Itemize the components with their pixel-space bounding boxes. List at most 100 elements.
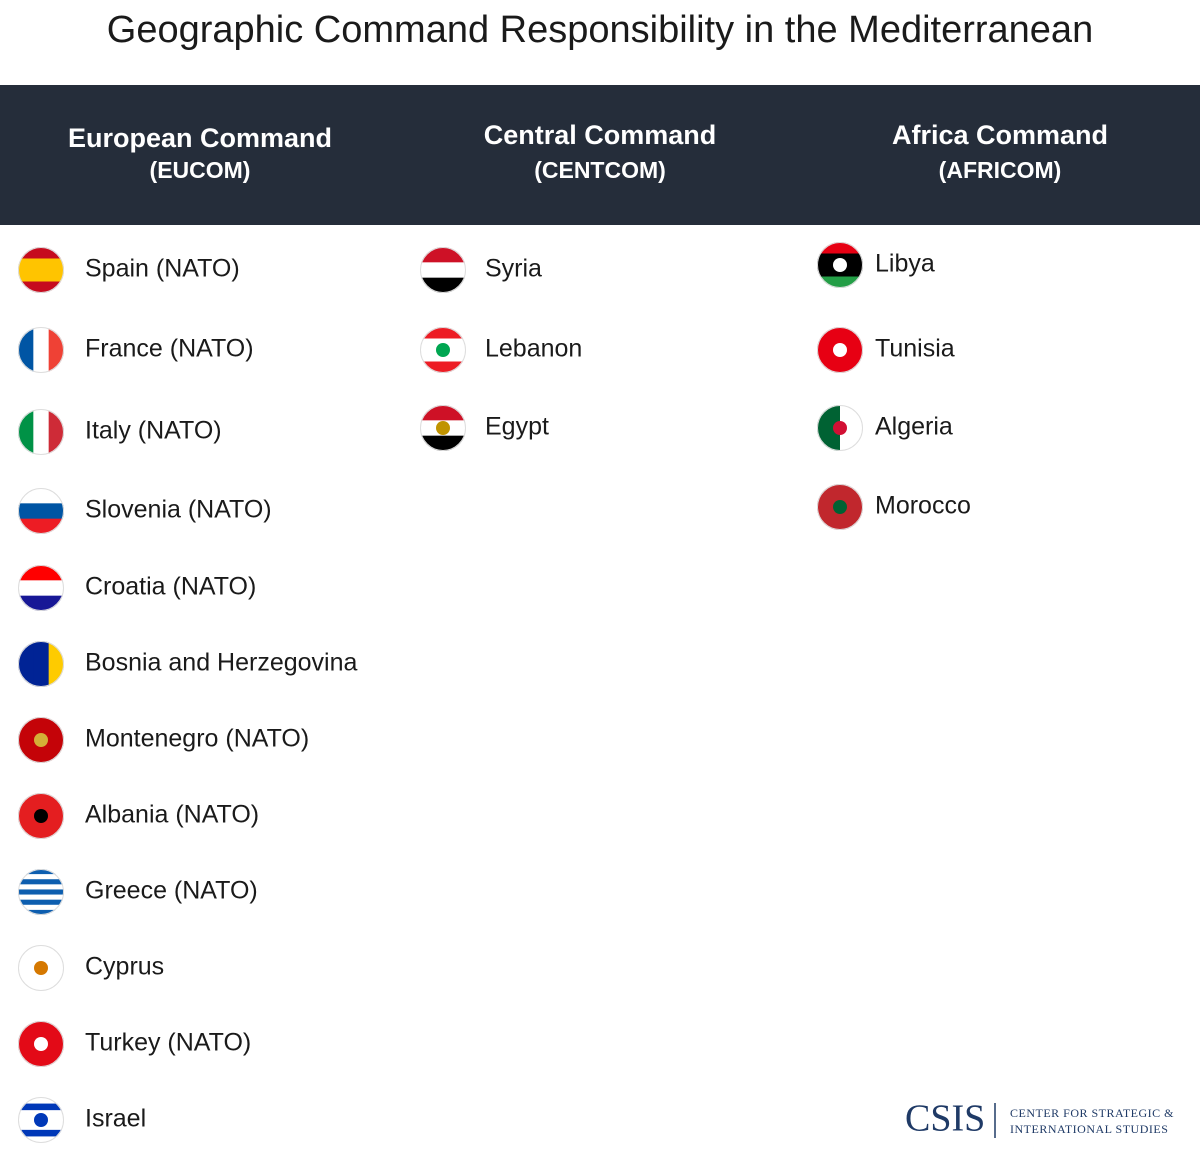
flag-stripe: [817, 405, 841, 451]
flag-stripe: [420, 262, 466, 279]
flag-border: [817, 484, 863, 530]
country-name: Morocco: [875, 492, 971, 520]
country-name: Libya: [875, 250, 935, 278]
flag-border: [817, 327, 863, 373]
flag-stripe: [18, 889, 64, 896]
country-name: France (NATO): [85, 335, 254, 363]
flag-border: [18, 1021, 64, 1067]
header-band: [0, 85, 1200, 225]
flag-border: [817, 242, 863, 288]
flag-emblem: [34, 961, 48, 975]
flag-stripe: [817, 276, 863, 288]
country-name: Lebanon: [485, 335, 582, 363]
country-name: Egypt: [485, 413, 549, 441]
flag-stripe: [18, 884, 64, 890]
flag-border: [18, 409, 64, 455]
flag: [18, 1097, 64, 1143]
country-name: Spain (NATO): [85, 255, 240, 283]
flag-stripe: [18, 894, 64, 901]
flag-border: [420, 327, 466, 373]
flag-emblem: [833, 421, 847, 435]
flag: [817, 484, 863, 530]
flag-stripe: [18, 1097, 64, 1105]
flag-emblem: [833, 500, 847, 514]
flag-border: [18, 641, 64, 687]
flag-stripe: [420, 327, 466, 339]
country-name: Slovenia (NATO): [85, 496, 272, 524]
flag-stripe: [18, 909, 64, 915]
flag-stripe: [18, 281, 64, 293]
flag-emblem: [833, 258, 847, 272]
flag-border: [18, 1097, 64, 1143]
column-abbreviation: (EUCOM): [150, 157, 251, 183]
flag-stripe: [18, 580, 64, 597]
flag-stripe: [33, 327, 50, 373]
flag-border: [18, 717, 64, 763]
country-name: Montenegro (NATO): [85, 725, 309, 753]
column-abbreviation: (AFRICOM): [939, 157, 1062, 183]
flag-emblem: [34, 733, 48, 747]
flag: [420, 327, 466, 373]
country-name: Bosnia and Herzegovina: [85, 649, 357, 677]
flag-stripe: [18, 503, 64, 520]
country-name: Greece (NATO): [85, 877, 258, 905]
country-name: Italy (NATO): [85, 417, 222, 445]
flag-border: [420, 247, 466, 293]
flag-emblem: [833, 343, 847, 357]
flag-border: [817, 405, 863, 451]
flag-border: [18, 327, 64, 373]
flag-border: [420, 405, 466, 451]
country-name: Albania (NATO): [85, 801, 259, 829]
title: Geographic Command Responsibility in the…: [107, 9, 1093, 51]
flag-border: [18, 247, 64, 293]
column-heading: Africa Command: [892, 120, 1108, 150]
flag-emblem: [436, 343, 450, 357]
flag-stripe: [420, 361, 466, 373]
country-name: Israel: [85, 1105, 146, 1133]
flag: [817, 327, 863, 373]
column-abbreviation: (CENTCOM): [534, 157, 666, 183]
logo: CSIS: [905, 1098, 985, 1140]
flag-stripe: [18, 904, 64, 911]
country-name: Cyprus: [85, 953, 164, 981]
flag-border: [18, 869, 64, 915]
flag: [817, 405, 863, 451]
flag: [18, 247, 64, 293]
flag-border: [18, 793, 64, 839]
country-name: Turkey (NATO): [85, 1029, 251, 1057]
flag-stripe: [18, 869, 64, 875]
flag-emblem: [436, 421, 450, 435]
flag-stripe: [18, 1129, 64, 1137]
flag-stripe: [18, 258, 64, 271]
flag-emblem: [34, 809, 48, 823]
country-name: Croatia (NATO): [85, 573, 256, 601]
flag-stripe: [817, 242, 863, 254]
country-name: Syria: [485, 255, 542, 283]
flag-stripe: [18, 879, 64, 885]
country-name: Algeria: [875, 413, 953, 441]
flag: [18, 793, 64, 839]
flag-stripe: [840, 405, 863, 451]
flag-emblem: [34, 1037, 48, 1051]
flag-stripe: [18, 899, 64, 906]
flag-stripe: [33, 409, 50, 455]
flag-stripe: [18, 874, 64, 880]
flag-emblem: [34, 1113, 48, 1127]
flag-border: [18, 945, 64, 991]
flag-border: [18, 565, 64, 611]
flag: [18, 717, 64, 763]
flag: [18, 1021, 64, 1067]
flag: [18, 945, 64, 991]
country-name: Tunisia: [875, 335, 955, 363]
column-heading: Central Command: [484, 120, 717, 150]
logo-text: CENTER FOR STRATEGIC &: [1010, 1106, 1174, 1120]
flag: [18, 869, 64, 915]
flag-stripe: [18, 247, 64, 259]
flag-stripe: [18, 270, 64, 282]
logo-text: INTERNATIONAL STUDIES: [1010, 1122, 1168, 1136]
flag-stripe: [33, 641, 50, 687]
column-heading: European Command: [68, 123, 332, 153]
flag-stripe: [18, 1136, 64, 1143]
flag-border: [18, 488, 64, 534]
